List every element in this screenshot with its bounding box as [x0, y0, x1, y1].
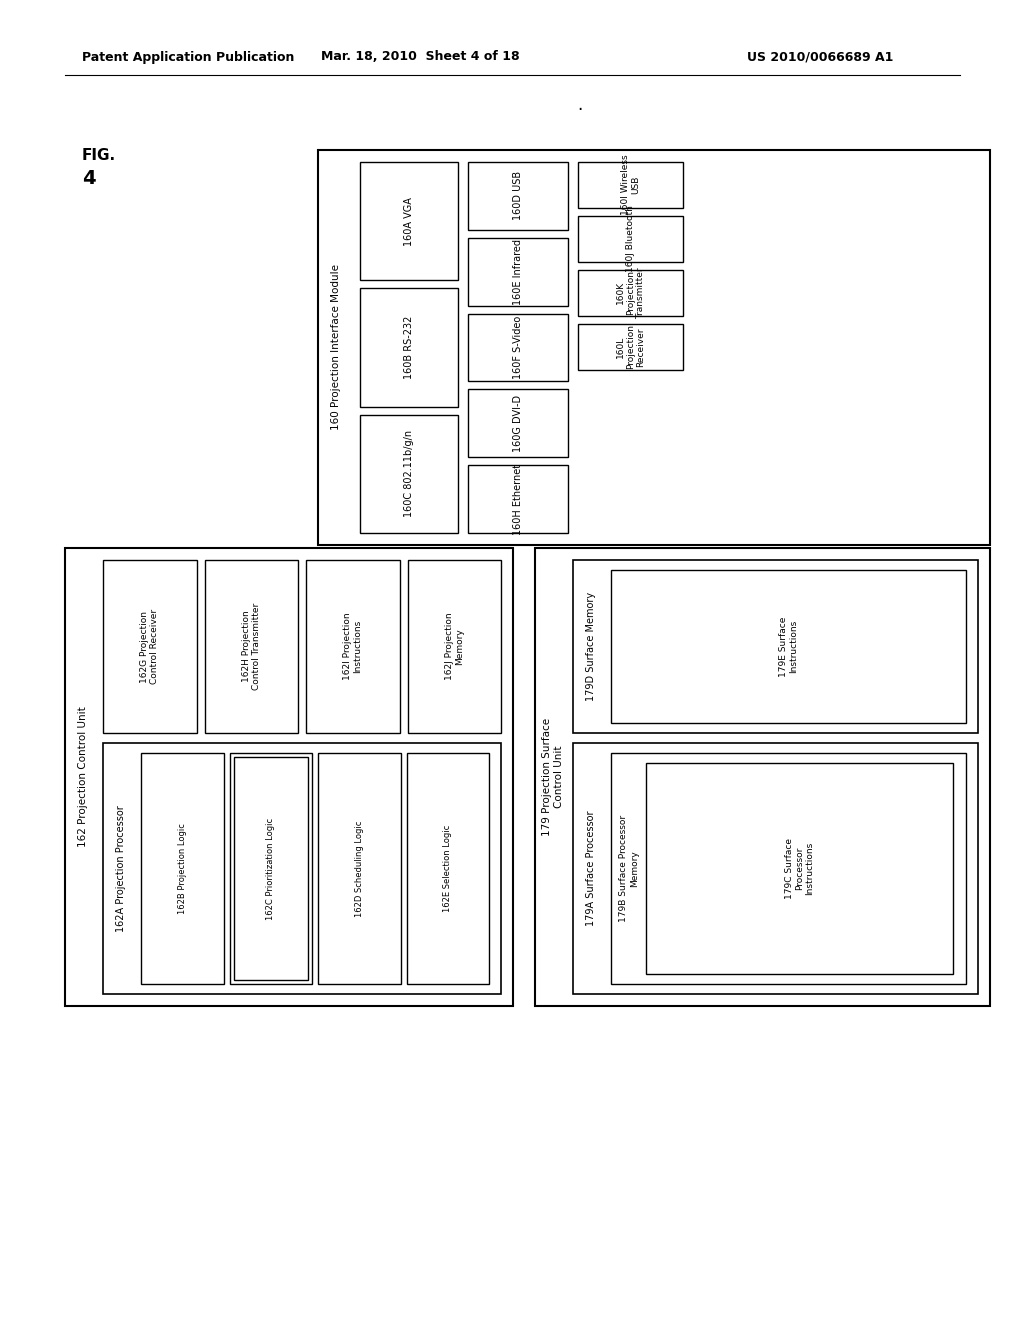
Text: 160F S-Video: 160F S-Video [513, 315, 523, 379]
Text: 160I Wireless
USB: 160I Wireless USB [621, 154, 640, 215]
Text: 179 Projection Surface
Control Unit: 179 Projection Surface Control Unit [542, 718, 564, 836]
Bar [578, 216, 683, 261]
Bar [318, 754, 400, 983]
Text: 162I Projection
Instructions: 162I Projection Instructions [343, 612, 362, 680]
Text: 162 Projection Control Unit: 162 Projection Control Unit [78, 706, 88, 847]
Text: 4: 4 [82, 169, 95, 187]
Text: 179C Surface
Processor
Instructions: 179C Surface Processor Instructions [784, 838, 814, 899]
Text: 160E Infrared: 160E Infrared [513, 239, 523, 305]
Bar [578, 269, 683, 315]
Text: Patent Application Publication: Patent Application Publication [82, 50, 294, 63]
Text: 179D Surface Memory: 179D Surface Memory [586, 593, 596, 701]
Bar [360, 288, 458, 407]
Bar [468, 314, 568, 381]
Text: 162H Projection
Control Transmitter: 162H Projection Control Transmitter [242, 603, 261, 690]
Text: 162B Projection Logic: 162B Projection Logic [178, 824, 186, 913]
Text: 160J Bluetooth: 160J Bluetooth [626, 206, 635, 272]
Bar [468, 238, 568, 306]
Bar [573, 560, 978, 733]
Text: 162D Scheduling Logic: 162D Scheduling Logic [354, 821, 364, 917]
Text: Mar. 18, 2010  Sheet 4 of 18: Mar. 18, 2010 Sheet 4 of 18 [321, 50, 519, 63]
Bar [408, 560, 501, 733]
Bar [573, 743, 978, 994]
Bar [611, 570, 966, 723]
Bar [578, 162, 683, 209]
Text: FIG.: FIG. [82, 148, 116, 162]
Text: 160K
Projection
Transmitter: 160K Projection Transmitter [615, 267, 645, 318]
Text: US 2010/0066689 A1: US 2010/0066689 A1 [746, 50, 893, 63]
Text: .: . [578, 96, 583, 114]
Bar [103, 743, 501, 994]
Text: 162G Projection
Control Receiver: 162G Projection Control Receiver [140, 609, 160, 684]
Text: 162C Prioritization Logic: 162C Prioritization Logic [266, 817, 275, 920]
Bar [233, 758, 308, 979]
Text: 160G DVI-D: 160G DVI-D [513, 395, 523, 451]
Bar [468, 389, 568, 457]
Bar [306, 560, 399, 733]
Text: 162E Selection Logic: 162E Selection Logic [443, 825, 453, 912]
Bar [646, 763, 953, 974]
Text: 160D USB: 160D USB [513, 172, 523, 220]
Bar [103, 560, 197, 733]
Text: 160H Ethernet: 160H Ethernet [513, 463, 523, 535]
Text: 179B Surface Processor
Memory: 179B Surface Processor Memory [620, 814, 639, 923]
Bar [535, 548, 990, 1006]
Bar [468, 465, 568, 533]
Text: 160A VGA: 160A VGA [404, 197, 414, 246]
Text: 162J Projection
Memory: 162J Projection Memory [444, 612, 464, 680]
Text: 162A Projection Processor: 162A Projection Processor [116, 805, 126, 932]
Text: 160L
Projection
Receiver: 160L Projection Receiver [615, 325, 645, 370]
Bar [141, 754, 223, 983]
Bar [360, 162, 458, 280]
Bar [578, 323, 683, 370]
Bar [360, 414, 458, 533]
Bar [611, 754, 966, 983]
Bar [205, 560, 298, 733]
Text: 160C 802.11b/g/n: 160C 802.11b/g/n [404, 430, 414, 517]
Text: 160B RS-232: 160B RS-232 [404, 315, 414, 379]
Bar [468, 162, 568, 230]
Bar [65, 548, 513, 1006]
Bar [407, 754, 489, 983]
Bar [318, 150, 990, 545]
Bar [229, 754, 312, 983]
Text: 179E Surface
Instructions: 179E Surface Instructions [779, 616, 798, 677]
Text: 179A Surface Processor: 179A Surface Processor [586, 810, 596, 927]
Text: 160 Projection Interface Module: 160 Projection Interface Module [331, 264, 341, 430]
